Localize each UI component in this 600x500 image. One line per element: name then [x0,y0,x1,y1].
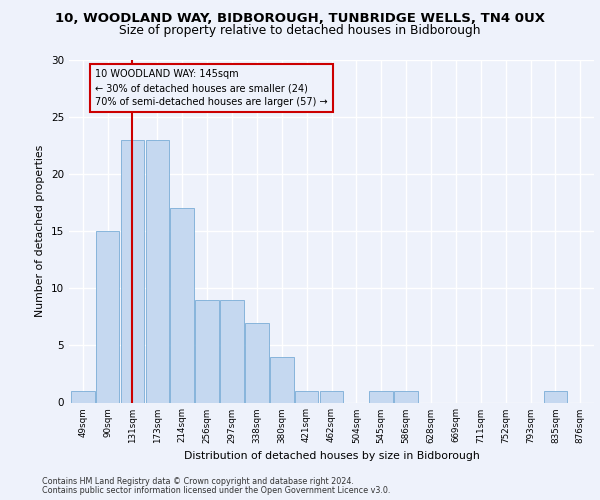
Bar [220,300,244,403]
Bar [96,231,119,402]
Bar [71,391,95,402]
Bar [394,391,418,402]
Y-axis label: Number of detached properties: Number of detached properties [35,145,46,318]
Text: 10, WOODLAND WAY, BIDBOROUGH, TUNBRIDGE WELLS, TN4 0UX: 10, WOODLAND WAY, BIDBOROUGH, TUNBRIDGE … [55,12,545,24]
Bar [320,391,343,402]
Bar [270,357,293,403]
Bar [121,140,144,402]
Bar [245,322,269,402]
X-axis label: Distribution of detached houses by size in Bidborough: Distribution of detached houses by size … [184,451,479,461]
Bar [170,208,194,402]
Text: Size of property relative to detached houses in Bidborough: Size of property relative to detached ho… [119,24,481,37]
Bar [370,391,393,402]
Bar [195,300,219,403]
Text: 10 WOODLAND WAY: 145sqm
← 30% of detached houses are smaller (24)
70% of semi-de: 10 WOODLAND WAY: 145sqm ← 30% of detache… [95,69,328,107]
Bar [295,391,319,402]
Bar [146,140,169,402]
Bar [544,391,567,402]
Text: Contains HM Land Registry data © Crown copyright and database right 2024.: Contains HM Land Registry data © Crown c… [42,477,354,486]
Text: Contains public sector information licensed under the Open Government Licence v3: Contains public sector information licen… [42,486,391,495]
